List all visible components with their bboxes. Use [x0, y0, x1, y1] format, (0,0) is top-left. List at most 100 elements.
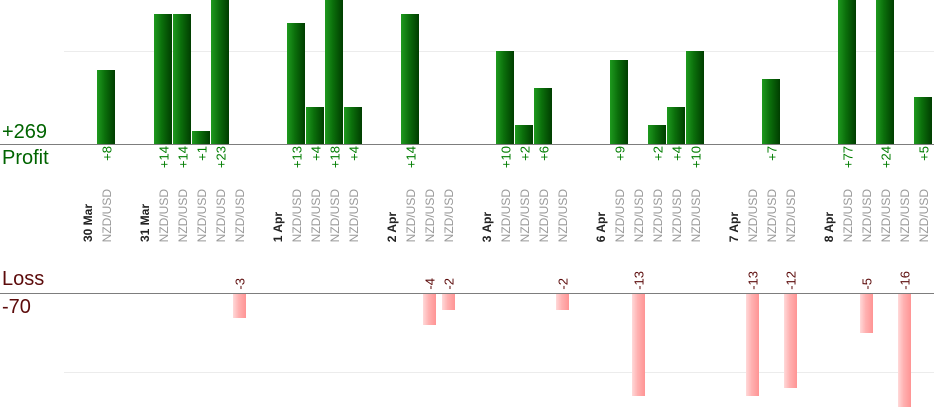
trade-column: NZD/USD -2	[553, 0, 572, 420]
profit-value-label: +4	[669, 146, 684, 161]
profit-bar	[876, 0, 894, 144]
profit-bar	[762, 79, 780, 144]
profit-bar	[211, 0, 229, 144]
trade-column: NZD/USD +77	[838, 0, 857, 420]
loss-value-label: -2	[441, 278, 456, 290]
trade-column: NZD/USD +14	[173, 0, 192, 420]
instrument-label: NZD/USD	[669, 188, 684, 242]
instrument-label: NZD/USD	[878, 188, 893, 242]
profit-value-label: +10	[498, 146, 513, 169]
profit-value-label: +1	[194, 146, 209, 161]
instrument-label: NZD/USD	[897, 188, 912, 242]
profit-value-label: +14	[156, 146, 171, 169]
loss-value-label: -4	[422, 278, 437, 290]
profit-value-label: +14	[403, 146, 418, 169]
date-label: 7 Apr	[726, 211, 741, 242]
loss-value-label: -16	[897, 271, 912, 290]
day-group: 1 Apr NZD/USD +13 NZD/USD +4 NZD/USD +18 NZD/US…	[268, 0, 363, 420]
trade-column: NZD/USD -3	[230, 0, 249, 420]
trade-column: NZD/USD -4	[420, 0, 439, 420]
loss-value-label: -2	[555, 278, 570, 290]
trade-column: NZD/USD +2	[515, 0, 534, 420]
instrument-label: NZD/USD	[346, 188, 361, 242]
loss-bar	[442, 294, 455, 310]
loss-bar	[860, 294, 873, 333]
day-group: 2 Apr NZD/USD +14 NZD/USD -4 NZD/USD -2	[382, 0, 458, 420]
profit-axis-line	[0, 144, 934, 145]
instrument-label: NZD/USD	[536, 188, 551, 242]
trade-column: NZD/USD -13	[743, 0, 762, 420]
profit-bar	[154, 14, 172, 144]
instrument-label: NZD/USD	[650, 188, 665, 242]
instrument-label: NZD/USD	[422, 188, 437, 242]
profit-total: +269	[2, 121, 48, 143]
date-label: 1 Apr	[270, 211, 285, 242]
profit-value-label: +2	[517, 146, 532, 161]
loss-value-label: -3	[232, 278, 247, 290]
loss-bar	[556, 294, 569, 310]
date-column: 2 Apr	[382, 0, 401, 420]
profit-value-label: +7	[764, 146, 779, 161]
profit-value-label: +23	[213, 146, 228, 169]
instrument-label: NZD/USD	[156, 188, 171, 242]
profit-bar	[287, 23, 305, 144]
instrument-label: NZD/USD	[175, 188, 190, 242]
loss-bar	[233, 294, 246, 318]
profit-bar	[534, 88, 552, 144]
profit-value-label: +8	[99, 146, 114, 161]
instrument-label: NZD/USD	[232, 188, 247, 242]
loss-axis-label: Loss	[2, 268, 45, 290]
trade-column: NZD/USD +10	[686, 0, 705, 420]
instrument-label: NZD/USD	[745, 188, 760, 242]
loss-value-label: -5	[859, 278, 874, 290]
day-group: 31 Mar NZD/USD +14 NZD/USD +14 NZD/USD +1 NZD/U…	[135, 0, 249, 420]
instrument-label: NZD/USD	[403, 188, 418, 242]
trade-column: NZD/USD +23	[211, 0, 230, 420]
trade-column: NZD/USD +14	[401, 0, 420, 420]
trade-column: NZD/USD +6	[534, 0, 553, 420]
profit-value-label: +4	[308, 146, 323, 161]
profit-bar	[686, 51, 704, 144]
instrument-label: NZD/USD	[555, 188, 570, 242]
profit-value-label: +24	[878, 146, 893, 169]
profit-value-label: +14	[175, 146, 190, 169]
date-label: 2 Apr	[384, 211, 399, 242]
profit-value-label: +77	[840, 146, 855, 169]
profit-value-label: +18	[327, 146, 342, 169]
profit-bar	[306, 107, 324, 144]
trade-column: NZD/USD +4	[667, 0, 686, 420]
instrument-label: NZD/USD	[631, 188, 646, 242]
instrument-label: NZD/USD	[783, 188, 798, 242]
instrument-label: NZD/USD	[498, 188, 513, 242]
profit-bar	[97, 70, 115, 144]
loss-bar	[898, 294, 911, 407]
profit-bar	[344, 107, 362, 144]
instrument-label: NZD/USD	[327, 188, 342, 242]
trade-column: NZD/USD +18	[325, 0, 344, 420]
loss-value-label: -12	[783, 271, 798, 290]
profit-value-label: +10	[688, 146, 703, 169]
trade-column: NZD/USD +24	[876, 0, 895, 420]
loss-total: -70	[2, 296, 31, 318]
date-label: 30 Mar	[80, 203, 95, 242]
profit-bar	[610, 60, 628, 144]
profit-bar	[173, 14, 191, 144]
instrument-label: NZD/USD	[308, 188, 323, 242]
date-column: 6 Apr	[591, 0, 610, 420]
trade-column: NZD/USD +10	[496, 0, 515, 420]
instrument-label: NZD/USD	[194, 188, 209, 242]
profit-bar	[325, 0, 343, 144]
profit-bar	[401, 14, 419, 144]
trade-column: NZD/USD +8	[97, 0, 116, 420]
trade-column: NZD/USD -2	[439, 0, 458, 420]
trade-column: NZD/USD -12	[781, 0, 800, 420]
loss-bar	[784, 294, 797, 388]
trade-column: NZD/USD +2	[648, 0, 667, 420]
date-column: 8 Apr	[819, 0, 838, 420]
loss-bar	[632, 294, 645, 396]
trade-column: NZD/USD -5	[857, 0, 876, 420]
date-column: 7 Apr	[724, 0, 743, 420]
date-label: 6 Apr	[593, 211, 608, 242]
profit-bar	[192, 131, 210, 144]
